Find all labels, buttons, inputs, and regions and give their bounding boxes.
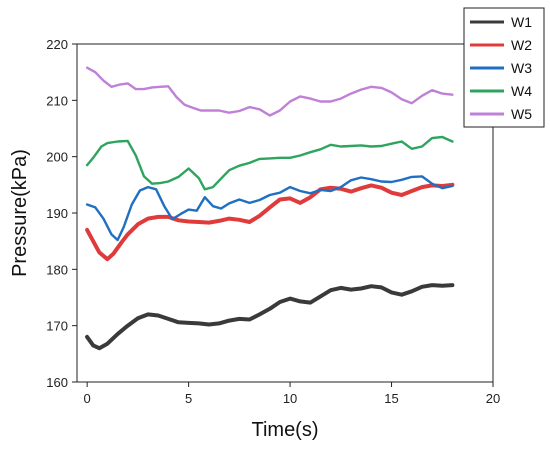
- y-tick-label: 210: [46, 93, 68, 108]
- legend: W1 W2 W3 W4 W5: [463, 7, 545, 128]
- series-layer: [85, 66, 455, 351]
- legend-label-w4: W4: [511, 83, 532, 99]
- x-tick-label: 5: [185, 391, 192, 406]
- x-tick-label: 0: [84, 391, 91, 406]
- y-tick-label: 220: [46, 37, 68, 52]
- legend-label-w3: W3: [511, 60, 532, 76]
- series-line-w2: [85, 182, 455, 262]
- y-tick-label: 200: [46, 150, 68, 165]
- x-axis-title: Time(s): [251, 419, 318, 441]
- y-tick-label: 190: [46, 206, 68, 221]
- y-tick-label: 180: [46, 262, 68, 277]
- legend-label-w1: W1: [511, 14, 532, 30]
- x-tick-label: 20: [486, 391, 500, 406]
- x-tick-label: 15: [384, 391, 398, 406]
- legend-label-w5: W5: [511, 106, 532, 122]
- y-tick-label: 160: [46, 375, 68, 390]
- series-line-w3: [85, 175, 454, 242]
- series-line-w5: [85, 66, 454, 117]
- legend-label-w2: W2: [511, 37, 532, 53]
- axes-layer: 0 5 10 15 20 160 170 180 190 200 210 220: [46, 37, 500, 406]
- y-axis-title: Pressure(kPa): [9, 149, 31, 277]
- series-line-w4: [85, 135, 454, 191]
- series-line-w1: [85, 283, 455, 351]
- y-tick-label: 170: [46, 319, 68, 334]
- x-tick-label: 10: [283, 391, 297, 406]
